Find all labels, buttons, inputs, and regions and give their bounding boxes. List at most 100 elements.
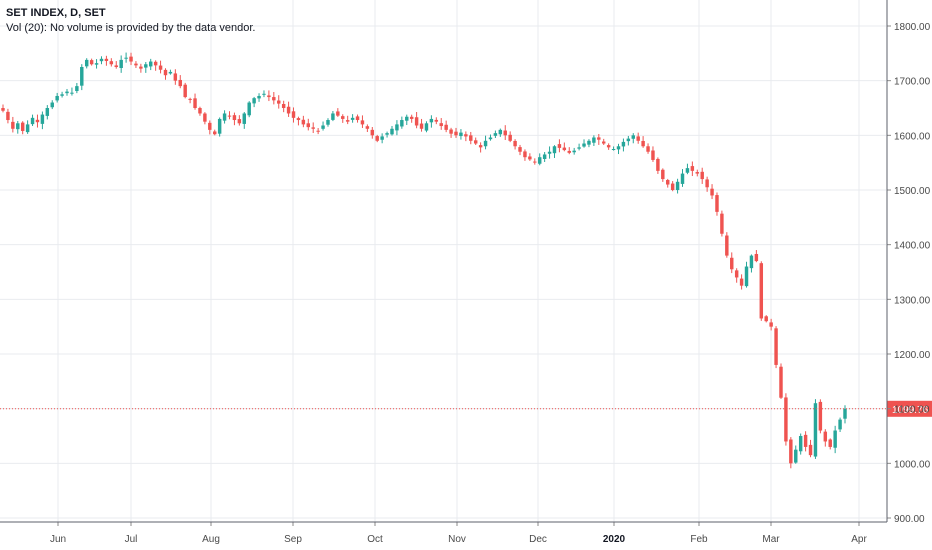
candle <box>20 121 25 135</box>
candle <box>592 135 596 147</box>
candle-body <box>360 120 365 125</box>
candle-body <box>203 113 207 122</box>
candle-body <box>680 173 685 184</box>
price-axis: 900.00 1000.00 1100.00 1200.00 1300.00 1400.0… <box>886 0 931 525</box>
candle-body <box>139 66 143 69</box>
candle <box>99 56 104 65</box>
candle-body <box>454 131 458 136</box>
candle-body <box>725 235 729 256</box>
candle-body <box>286 106 291 114</box>
candle-body <box>409 116 414 119</box>
candle-body <box>84 59 89 67</box>
candle-body <box>45 108 50 116</box>
candle <box>395 120 399 136</box>
candle-body <box>129 56 133 62</box>
candle-body <box>183 84 187 98</box>
candle-body <box>823 431 828 442</box>
candle <box>296 116 301 126</box>
candle <box>542 152 547 162</box>
candle <box>675 178 680 194</box>
candle <box>301 115 306 128</box>
candle <box>528 153 532 161</box>
candle <box>341 114 345 123</box>
candle <box>109 58 114 67</box>
candle <box>661 168 665 182</box>
candle <box>124 52 128 63</box>
candle-body <box>444 124 448 130</box>
candle <box>779 363 783 399</box>
last-price-line: 1099.76 <box>0 400 932 417</box>
candle-body <box>405 116 409 121</box>
candle-body <box>291 111 296 118</box>
candle-body <box>572 150 576 153</box>
candle <box>405 114 409 126</box>
candle <box>764 315 768 323</box>
candle <box>203 112 207 125</box>
candle <box>434 117 439 125</box>
x-tick-label: Mar <box>762 534 780 545</box>
candle <box>700 167 704 184</box>
candle-body <box>715 195 719 212</box>
candle-body <box>636 136 640 141</box>
candle <box>94 59 99 69</box>
candle-body <box>341 116 345 119</box>
candle <box>139 63 143 73</box>
candle <box>695 169 700 177</box>
candle <box>45 105 50 120</box>
candle-body <box>784 397 788 442</box>
candle-body <box>193 98 197 108</box>
x-tick-label: Jul <box>125 534 138 545</box>
candle-body <box>242 113 246 124</box>
candle <box>311 122 315 134</box>
candle <box>321 121 325 131</box>
candle <box>552 145 557 158</box>
candle-body <box>11 121 15 129</box>
candle <box>419 118 424 132</box>
time-axis: Jun Jul Aug Sep Oct Nov Dec 2020 Feb Mar Apr <box>0 521 887 545</box>
candles <box>1 52 847 469</box>
candle <box>291 107 296 123</box>
candle <box>621 138 626 152</box>
candle-body <box>321 125 325 129</box>
candle-body <box>311 127 315 129</box>
candle-body <box>227 115 232 117</box>
candle-body <box>503 130 507 136</box>
candle-body <box>188 98 192 100</box>
candle-body <box>493 133 498 136</box>
candle <box>483 135 488 150</box>
candle <box>360 115 365 128</box>
x-tick-label: Aug <box>202 534 220 545</box>
candle <box>129 52 133 66</box>
candle-body <box>75 86 79 92</box>
candle <box>247 101 251 118</box>
candle <box>606 143 611 150</box>
candle-body <box>144 64 148 68</box>
candle-body <box>104 58 109 61</box>
candle-body <box>749 255 754 269</box>
candle <box>365 124 370 132</box>
candle-body <box>631 135 635 139</box>
candle-body <box>217 118 222 134</box>
y-tick-label: 1300.00 <box>894 295 931 306</box>
candle <box>114 61 118 69</box>
candle-body <box>690 166 695 171</box>
candle-body <box>577 147 581 149</box>
y-tick-label: 1600.00 <box>894 131 931 142</box>
candle-body <box>779 366 783 398</box>
candle-body <box>281 103 286 108</box>
candle-body <box>1 108 5 111</box>
candle <box>409 114 414 123</box>
candle-body <box>695 172 700 174</box>
candle-body <box>232 115 237 121</box>
y-tick-label: 1200.00 <box>894 350 931 361</box>
x-tick-label: Dec <box>529 534 547 545</box>
candle-body <box>641 140 645 147</box>
candle-body <box>198 108 202 114</box>
candle-body <box>744 266 749 287</box>
candle <box>242 112 246 129</box>
y-tick-label: 1500.00 <box>894 186 931 197</box>
candle <box>267 90 271 102</box>
candle-body <box>168 71 173 74</box>
candle-body <box>459 132 463 137</box>
